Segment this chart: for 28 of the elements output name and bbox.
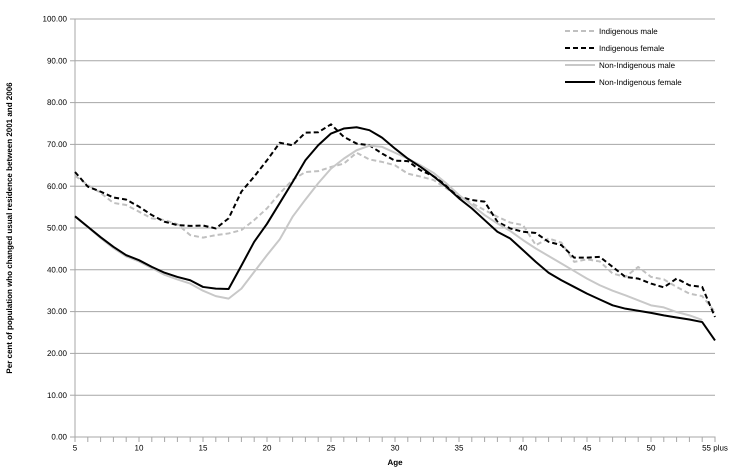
y-axis-title: Per cent of population who changed usual residence between 2001 and 2006 (5, 82, 14, 374)
x-tick-label: 35 (454, 444, 464, 453)
y-tick-label: 100.00 (42, 14, 68, 24)
y-tick-label: 80.00 (46, 98, 68, 108)
x-tick-label: 50 (646, 444, 656, 453)
y-tick-label: 50.00 (46, 224, 68, 233)
x-tick-label: 5 (72, 444, 78, 453)
legend-label: Non-Indigenous male (599, 61, 676, 70)
x-tick-label: 20 (262, 444, 272, 453)
y-tick-label: 20.00 (46, 348, 68, 358)
legend-label: Indigenous female (599, 44, 665, 53)
x-tick-label: 45 (582, 444, 592, 453)
x-tick-label: 10 (134, 444, 144, 453)
x-tick-label: 55 plus (702, 444, 728, 453)
y-tick-label: 30.00 (46, 307, 68, 316)
x-tick-label: 40 (518, 444, 528, 453)
y-tick-label: 0.00 (51, 432, 68, 442)
y-tick-label: 70.00 (46, 140, 68, 149)
y-tick-label: 60.00 (46, 182, 68, 191)
x-tick-label: 30 (390, 444, 400, 453)
y-tick-label: 90.00 (46, 56, 68, 66)
x-tick-label: 25 (326, 444, 336, 453)
legend-label: Non-Indigenous female (599, 78, 682, 87)
y-tick-label: 10.00 (46, 390, 68, 400)
x-tick-label: 15 (198, 444, 208, 453)
legend-label: Indigenous male (599, 27, 658, 36)
x-axis-title: Age (387, 458, 404, 467)
y-tick-label: 40.00 (46, 265, 68, 274)
